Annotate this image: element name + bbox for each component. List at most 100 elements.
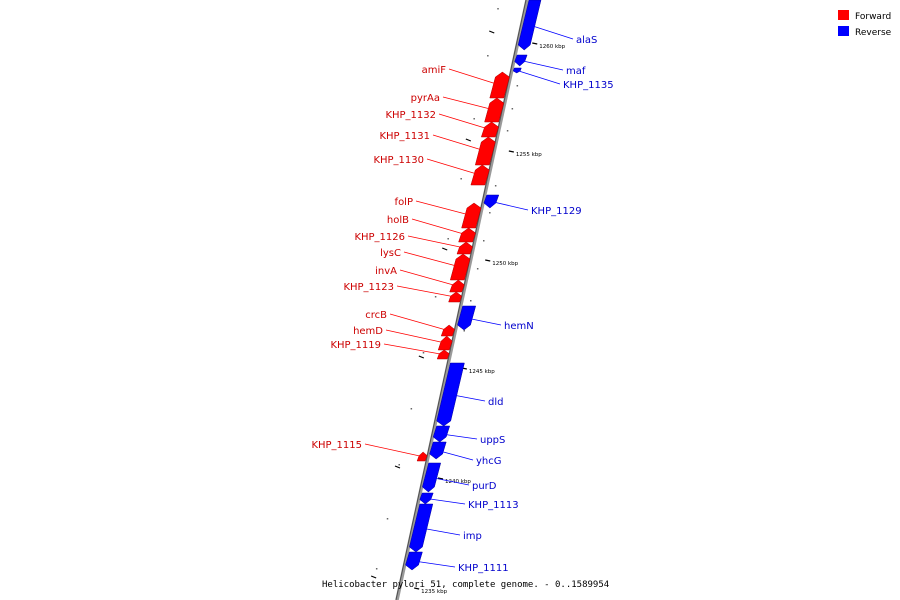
gene-label-khp_1123[interactable]: KHP_1123: [343, 282, 394, 293]
minor-tick-right: [489, 212, 491, 214]
gene-arrow-crcb[interactable]: [440, 324, 455, 337]
minor-tick-left: [473, 118, 475, 120]
gene-leader-khp_1129: [491, 201, 529, 211]
gene-label-khp_1131[interactable]: KHP_1131: [379, 131, 430, 142]
minor-tick-left: [386, 518, 389, 520]
minor-tick-right: [476, 268, 479, 270]
minor-tick-left: [422, 352, 425, 354]
legend-reverse-label: Reverse: [855, 28, 892, 38]
major-tick: [508, 150, 514, 153]
gene-arrow-upps[interactable]: [432, 425, 451, 443]
minor-tick-left: [487, 55, 489, 57]
gene-leader-khp_1111: [413, 560, 456, 568]
gene-label-khp_1113[interactable]: KHP_1113: [468, 500, 519, 511]
gene-arrow-khp_1126[interactable]: [456, 241, 473, 255]
gene-label-imp[interactable]: imp: [463, 531, 482, 542]
gene-label-khp_1111[interactable]: KHP_1111: [458, 563, 509, 574]
gene-label-khp_1126[interactable]: KHP_1126: [354, 232, 405, 243]
major-ticks: 1260 kbp 1255 kbp 1250 kbp 1245 kbp 1240 kbp…: [370, 30, 566, 595]
gene-arrow-khp_1115[interactable]: [416, 451, 428, 462]
gene-leader-khp_1123: [396, 285, 456, 298]
backbone-line-shadow: [395, 0, 529, 600]
major-tick: [414, 587, 420, 590]
tick-label: 1250 kbp: [492, 261, 518, 267]
gene-label-maf[interactable]: maf: [566, 66, 586, 77]
gene-label-purd[interactable]: purD: [472, 481, 497, 492]
gene-leader-holb: [411, 218, 468, 236]
gene-label-hemn[interactable]: hemN: [504, 321, 534, 332]
major-tick: [437, 477, 444, 480]
tick-label: 1235 kbp: [421, 589, 447, 595]
genome-caption: Helicobacter pylori 51, complete genome.…: [322, 580, 609, 590]
gene-leader-amif: [448, 68, 500, 86]
major-tick-left: [370, 575, 377, 579]
minor-tick-left: [460, 178, 462, 180]
minor-tick-left: [434, 296, 437, 298]
gene-leader-khp_1113: [426, 498, 466, 505]
minor-tick-right: [511, 108, 514, 110]
major-tick: [485, 259, 491, 262]
gene-arrow-imp[interactable]: [409, 503, 434, 553]
legend-forward-label: Forward: [855, 12, 891, 22]
gene-leader-khp_1132: [438, 113, 491, 130]
major-tick-left: [442, 247, 448, 251]
minor-tick-left: [447, 238, 449, 240]
tick-label: 1260 kbp: [539, 44, 565, 50]
gene-label-holb[interactable]: holB: [387, 215, 409, 226]
gene-label-alas[interactable]: alaS: [576, 35, 597, 46]
gene-label-amif[interactable]: amiF: [422, 65, 447, 76]
gene-label-yhcg[interactable]: yhcG: [476, 456, 502, 467]
gene-label-folp[interactable]: folP: [395, 197, 413, 208]
gene-leader-khp_1135: [517, 70, 561, 85]
gene-label-lysc[interactable]: lysC: [380, 248, 401, 259]
gene-label-khp_1115[interactable]: KHP_1115: [311, 440, 362, 451]
major-tick-left: [418, 355, 425, 359]
gene-leader-alas: [529, 24, 574, 40]
gene-arrow-hemd[interactable]: [437, 335, 453, 351]
gene-leader-lysc: [403, 251, 461, 268]
gene-label-crcb[interactable]: crcB: [365, 310, 387, 321]
legend-reverse-swatch: [838, 26, 849, 36]
legend: Forward Reverse: [838, 10, 892, 38]
gene-leader-imp: [421, 527, 461, 536]
gene-arrow-khp_1132[interactable]: [480, 121, 499, 138]
gene-leader-khp_1131: [432, 134, 486, 152]
gene-label-inva[interactable]: invA: [375, 266, 397, 277]
gene-label-khp_1129[interactable]: KHP_1129: [531, 206, 582, 217]
gene-leader-dld: [450, 394, 486, 402]
major-tick-left: [394, 465, 401, 469]
gene-leader-folp: [415, 200, 472, 216]
gene-label-khp_1130[interactable]: KHP_1130: [373, 155, 424, 166]
gene-label-khp_1119[interactable]: KHP_1119: [330, 340, 381, 351]
gene-arrow-khp_1130[interactable]: [470, 164, 490, 186]
gene-leader-hemn: [466, 317, 502, 326]
gene-arrow-khp_1123[interactable]: [448, 291, 462, 303]
gene-leader-khp_1130: [426, 158, 481, 176]
gene-leader-upps: [441, 433, 478, 440]
gene-leader-hemd: [385, 329, 446, 344]
minor-tick-left: [410, 408, 413, 410]
gene-leader-inva: [399, 269, 458, 287]
gene-leader-purd: [431, 477, 470, 486]
minor-tick-left: [398, 464, 400, 466]
gene-leader-khp_1119: [383, 343, 444, 355]
gene-label-hemd[interactable]: hemD: [353, 326, 383, 337]
gene-label-upps[interactable]: uppS: [480, 435, 505, 446]
minor-tick-right: [494, 185, 497, 187]
gene-label-pyraa[interactable]: pyrAa: [411, 93, 440, 104]
major-tick-left: [489, 30, 495, 34]
gene-label-khp_1132[interactable]: KHP_1132: [385, 110, 436, 121]
gene-label-khp_1135[interactable]: KHP_1135: [563, 80, 614, 91]
gene-arrow-holb[interactable]: [458, 227, 476, 243]
minor-tick-left: [375, 568, 378, 570]
gene-leader-khp_1115: [364, 443, 423, 457]
gene-label-dld[interactable]: dld: [488, 397, 503, 408]
tick-label: 1245 kbp: [469, 369, 495, 375]
gene-arrow-khp_1119[interactable]: [436, 349, 450, 360]
minor-tick-left: [497, 8, 499, 10]
major-tick-left: [465, 138, 472, 142]
genome-backbone: [395, 0, 529, 600]
legend-forward-swatch: [838, 10, 849, 20]
backbone-line: [395, 0, 527, 600]
